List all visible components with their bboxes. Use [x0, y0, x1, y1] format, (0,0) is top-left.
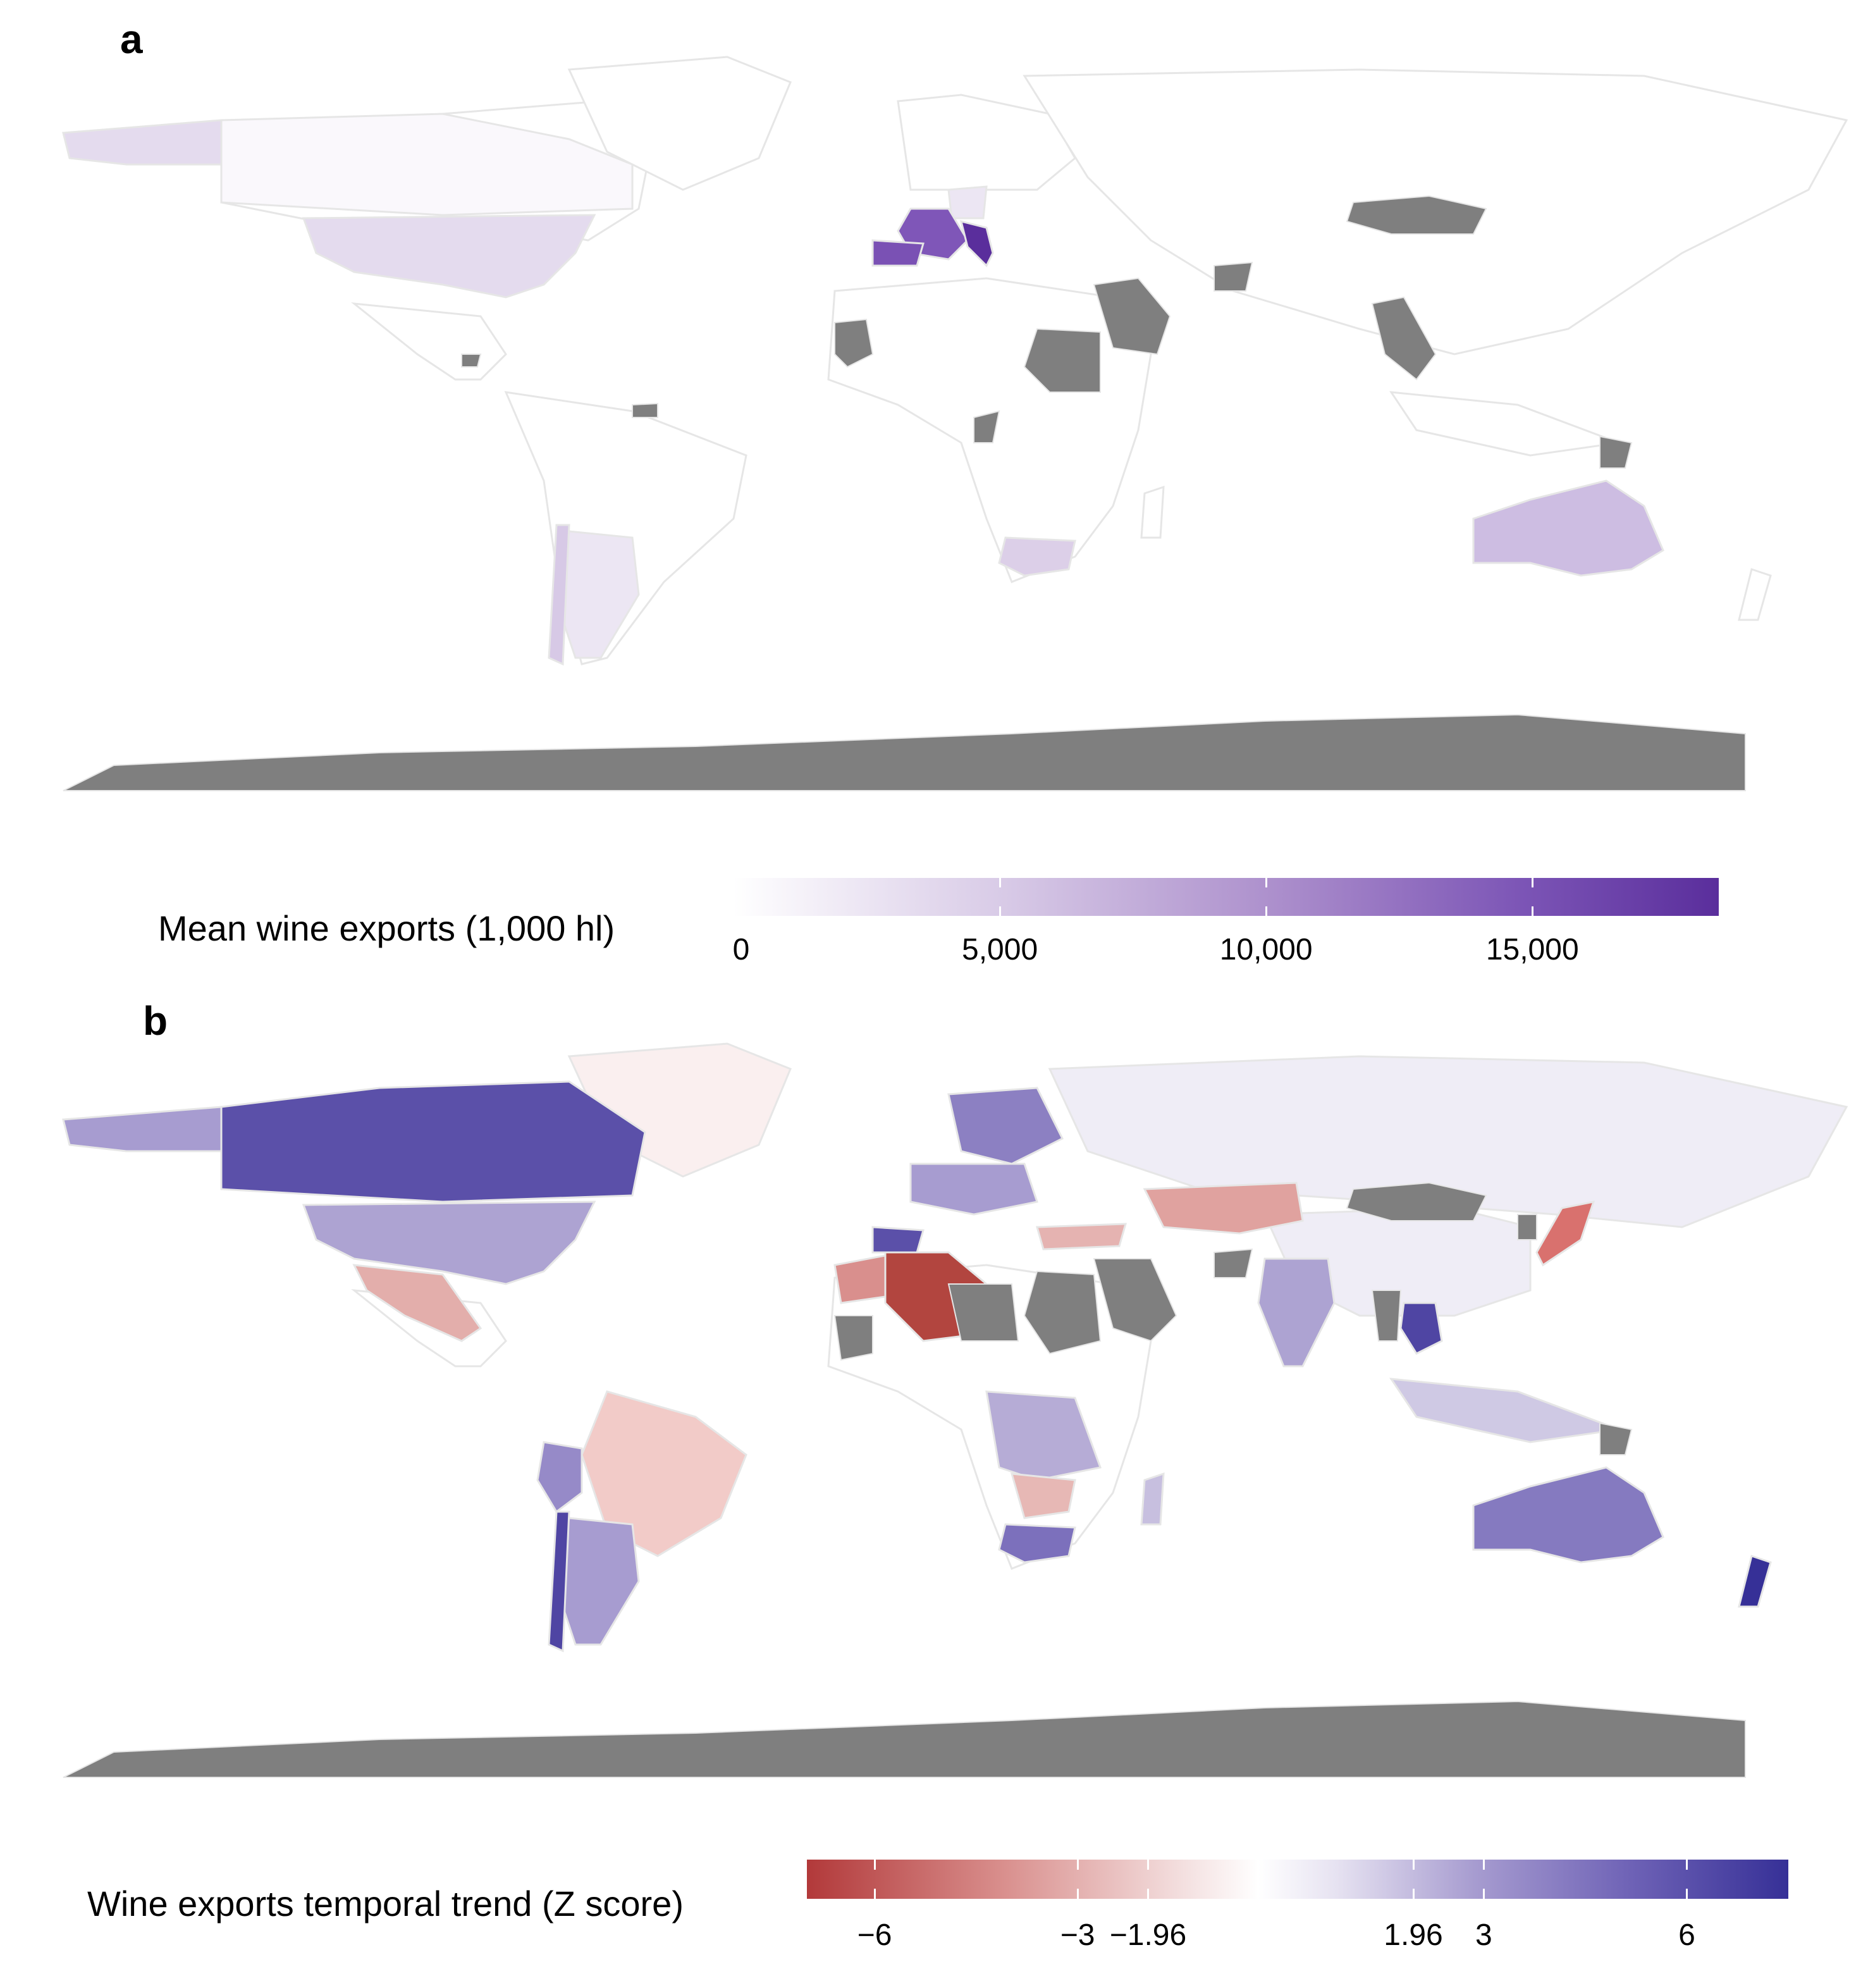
legend-tick-mark	[1483, 1860, 1485, 1870]
legend-tick-mark	[1483, 1889, 1485, 1899]
legend-tick-mark	[874, 1889, 876, 1899]
legend-tick-label: 6	[1678, 1918, 1695, 1952]
map-mean-wine-exports	[62, 56, 1848, 791]
legend-tick-mark	[1532, 906, 1534, 916]
legend-tick-mark	[733, 878, 735, 887]
legend-tick-mark	[1686, 1889, 1688, 1899]
legend-tick-mark	[999, 878, 1002, 887]
legend-tick-mark	[999, 906, 1002, 916]
map-wine-exports-trend	[62, 1042, 1848, 1778]
legend-tick-label: 1.96	[1384, 1918, 1443, 1952]
legend-tick-mark	[1532, 878, 1534, 887]
legend-b-colorbar	[807, 1860, 1788, 1899]
legend-tick-mark	[1686, 1860, 1688, 1870]
legend-tick-mark	[1147, 1889, 1150, 1899]
legend-tick-mark	[733, 906, 735, 916]
legend-tick-mark	[1077, 1860, 1079, 1870]
legend-tick-mark	[874, 1860, 876, 1870]
legend-tick-label: −1.96	[1109, 1918, 1187, 1952]
legend-tick-mark	[1147, 1860, 1150, 1870]
legend-tick-mark	[1413, 1889, 1415, 1899]
legend-tick-label: −6	[857, 1918, 892, 1952]
legend-tick-label: −3	[1060, 1918, 1095, 1952]
legend-tick-mark	[1413, 1860, 1415, 1870]
legend-tick-mark	[1265, 878, 1268, 887]
panel-a-label: a	[120, 16, 143, 62]
legend-tick-label: 15,000	[1485, 933, 1579, 966]
legend-tick-mark	[1265, 906, 1268, 916]
legend-tick-mark	[1077, 1889, 1079, 1899]
legend-a-colorbar	[734, 878, 1719, 916]
legend-tick-label: 3	[1475, 1918, 1492, 1952]
legend-tick-label: 10,000	[1219, 933, 1313, 966]
legend-a-title: Mean wine exports (1,000 hl)	[158, 908, 615, 948]
panel-b-label: b	[143, 998, 168, 1044]
legend-tick-label: 0	[732, 933, 750, 966]
legend-tick-label: 5,000	[962, 933, 1038, 966]
legend-b-title: Wine exports temporal trend (Z score)	[87, 1884, 684, 1923]
